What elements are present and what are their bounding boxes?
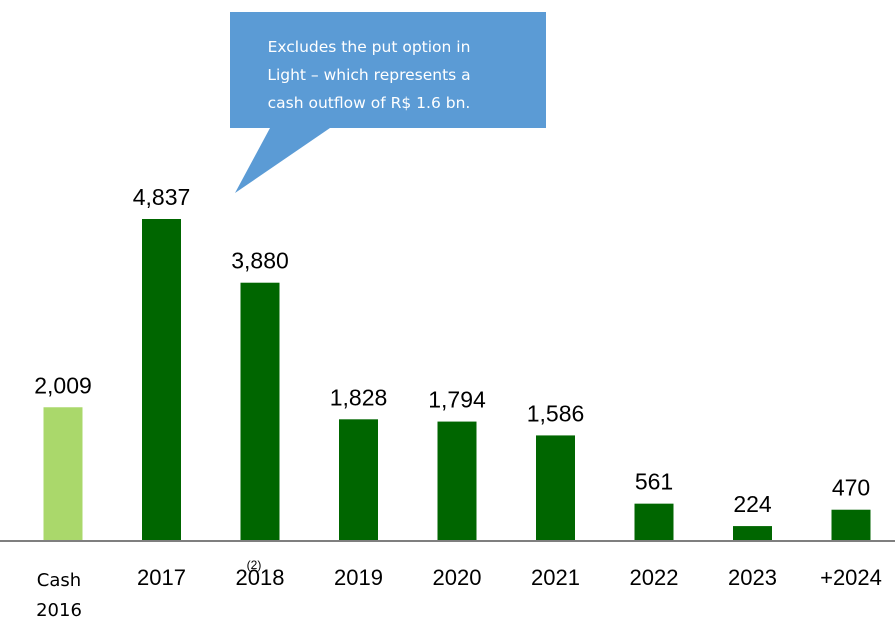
callout-line: Light – which represents a — [267, 66, 470, 84]
bar-2019 — [339, 419, 378, 541]
bar-2020 — [437, 421, 477, 541]
value-label: 4,837 — [133, 184, 191, 210]
footnote-mark: (2) — [247, 558, 262, 572]
callout-box — [230, 12, 546, 193]
category-label: 2017 — [137, 565, 186, 590]
value-label: 1,828 — [330, 384, 388, 410]
value-label: 561 — [635, 469, 673, 495]
value-label: 2,009 — [34, 372, 92, 398]
category-label: +2024 — [820, 565, 882, 590]
category-label: 2020 — [433, 565, 482, 590]
bar-2023 — [733, 526, 772, 541]
category-label: 2018 — [236, 565, 285, 590]
callout-line: Excludes the put option in — [268, 38, 471, 56]
bar--2024 — [831, 509, 871, 541]
category-label: 2019 — [334, 565, 383, 590]
callout-line: cash outflow of R$ 1.6 bn. — [268, 94, 471, 112]
category-label: Cash — [37, 570, 81, 591]
callout: Excludes the put option in Light – which… — [230, 12, 546, 193]
category-label: 2016 — [36, 600, 82, 621]
bar-cash-2016 — [43, 407, 83, 541]
bar-2021 — [536, 435, 575, 541]
value-label: 224 — [733, 491, 772, 517]
category-label: 2022 — [630, 565, 679, 590]
value-label: 3,880 — [231, 248, 289, 274]
bar-2018 — [240, 282, 280, 541]
bars — [43, 219, 871, 541]
value-labels: 2,009 4,837 3,880 1,828 1,794 1,586 561 224 470 — [34, 184, 870, 517]
category-label: 2023 — [728, 565, 777, 590]
category-label: 2021 — [531, 565, 580, 590]
value-label: 1,586 — [527, 400, 585, 426]
value-label: 470 — [832, 475, 870, 501]
category-labels: Cash 2016 2017 2018(2) 2019 2020 2021 2022 2023 +… — [36, 558, 882, 621]
bar-2022 — [634, 503, 674, 541]
value-label: 1,794 — [428, 387, 486, 413]
bar-2017 — [142, 219, 181, 541]
